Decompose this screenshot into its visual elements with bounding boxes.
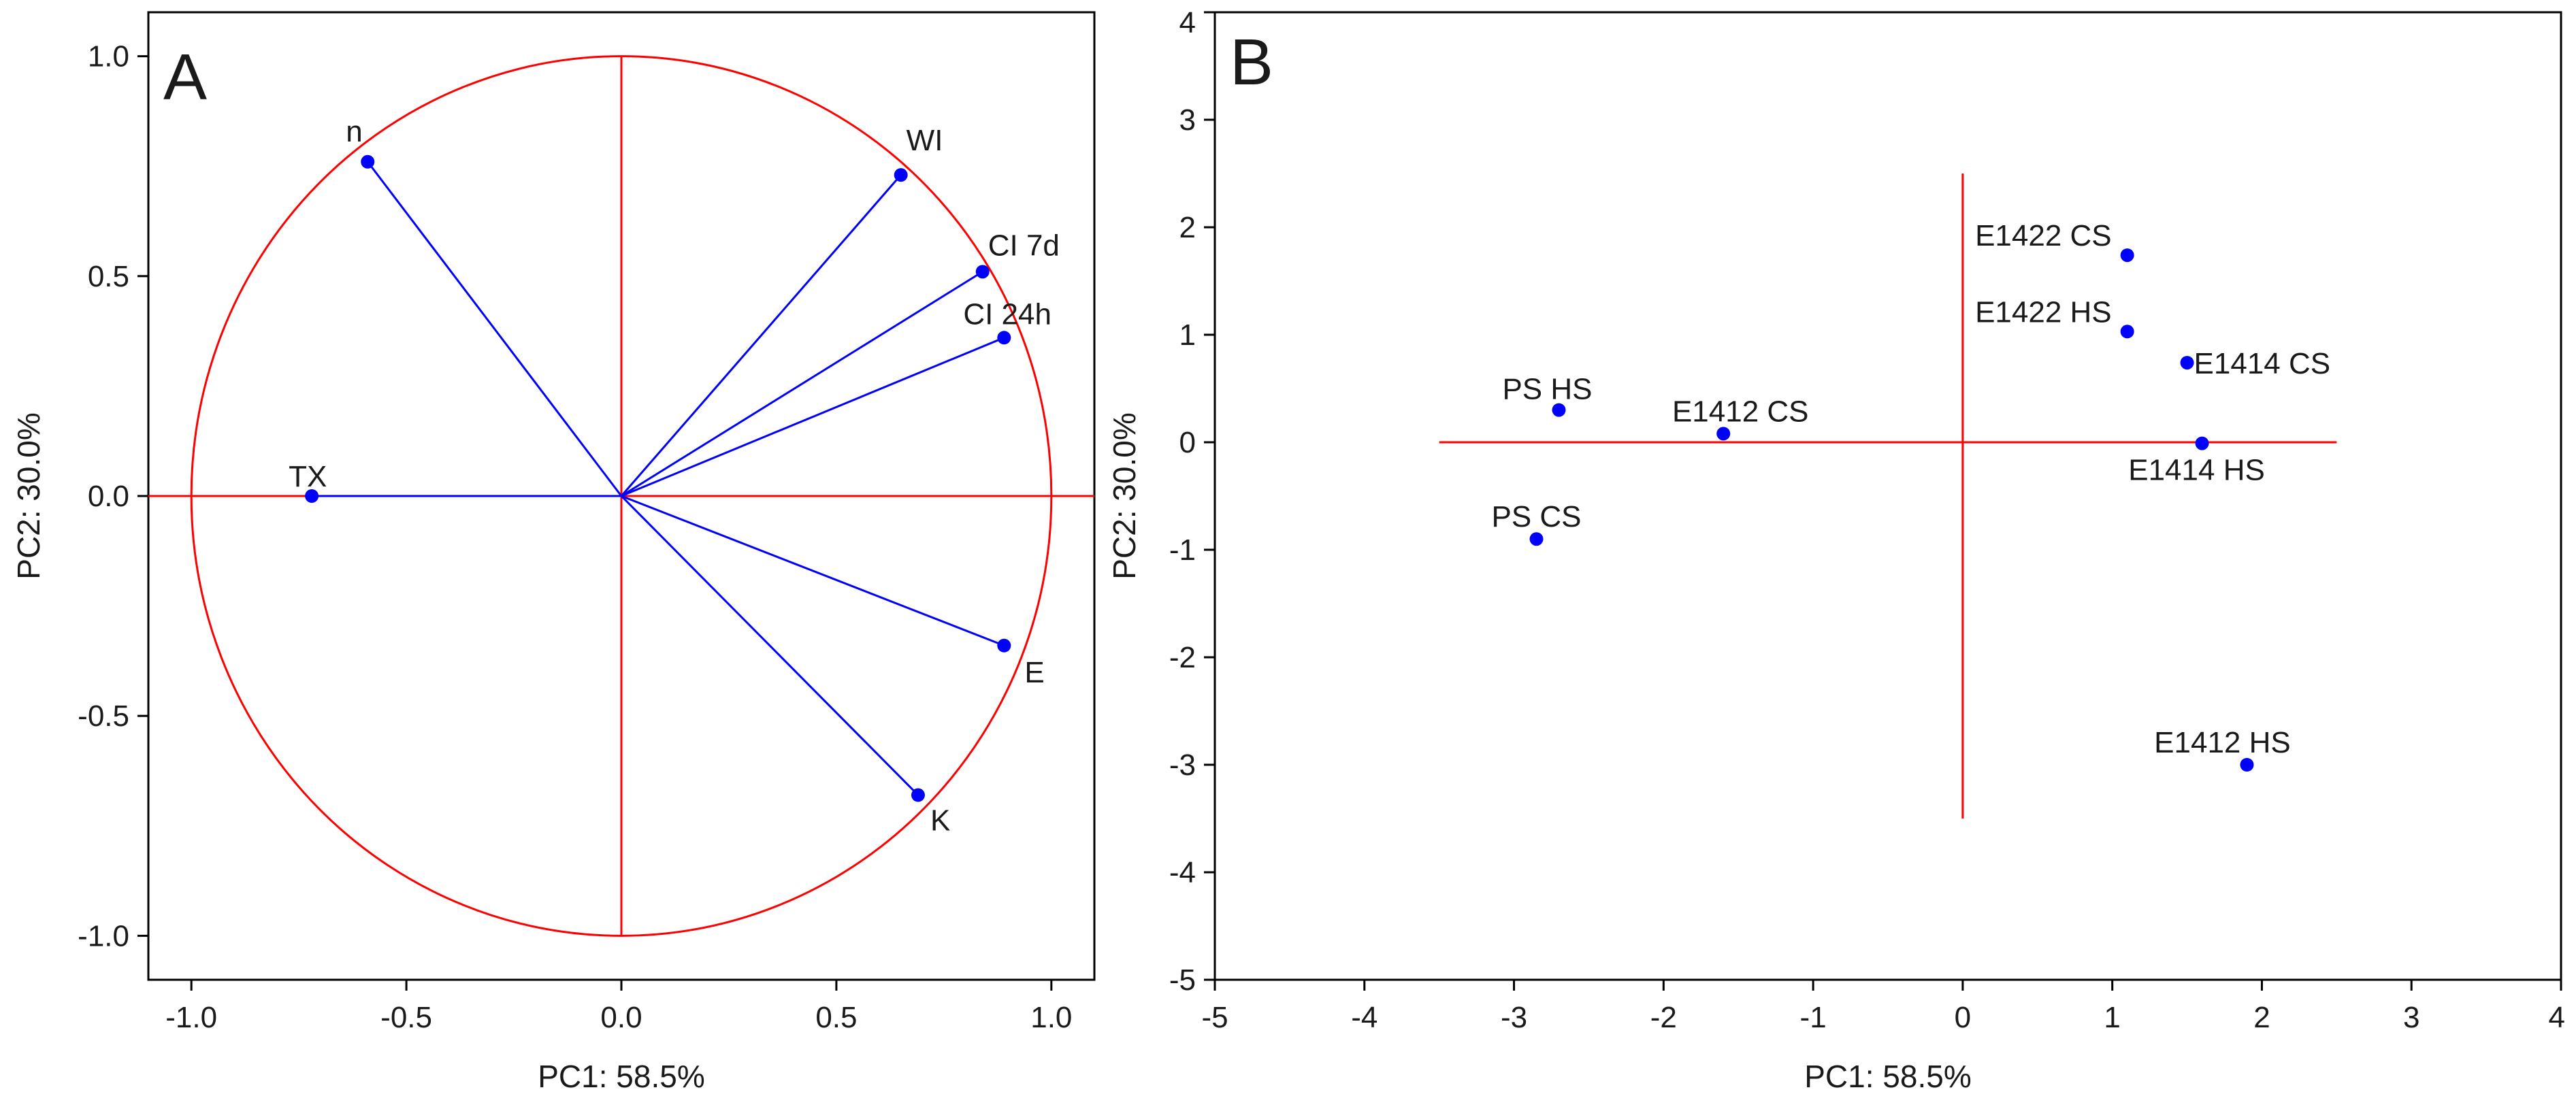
panel-a-y-tick-label: 0.5 <box>88 260 129 293</box>
panel-b-y-tick-label: 0 <box>1179 426 1196 459</box>
panel-a-vector-k <box>620 495 919 796</box>
panel-b-x-tick-label: 1 <box>2104 1001 2120 1034</box>
panel-a-vector-wi <box>620 174 902 497</box>
panel-b-y-tick-label: 4 <box>1179 6 1196 39</box>
panel-b-y-tick-label: -1 <box>1169 533 1196 567</box>
panel-b-point-label-ps-hs: PS HS <box>1502 373 1592 406</box>
panel-a-y-axis-title: PC2: 30.0% <box>11 412 46 579</box>
panel-a-x-tick-label: -0.5 <box>380 1001 432 1034</box>
panel-b-point-label-e1412-hs: E1412 HS <box>2154 726 2291 759</box>
panel-a-vector-n <box>367 161 623 497</box>
panel-b-point-label-e1422-cs: E1422 CS <box>1975 219 2112 252</box>
panel-b-x-tick-label: 3 <box>2403 1001 2419 1034</box>
panel-b-y-tick-label: 1 <box>1179 318 1196 352</box>
panel-b-point-label-e1414-hs: E1414 HS <box>2128 454 2265 487</box>
panel-b-x-tick-label: -1 <box>1800 1001 1827 1034</box>
panel-a-point-label-ci-24h: CI 24h <box>963 297 1051 331</box>
panel-b-y-tick-label: -2 <box>1169 641 1196 674</box>
panel-a-point-ci-7d <box>975 265 990 279</box>
panel-a-y-tick-label: 1.0 <box>88 40 129 73</box>
panel-a-y-tick-label: -0.5 <box>78 699 129 733</box>
panel-b-point-e1412-cs <box>1716 427 1731 441</box>
panel-b-point-label-e1422-hs: E1422 HS <box>1975 295 2112 329</box>
panel-a-point-e <box>997 638 1011 652</box>
panel-b-y-ticks: -5 -4 -3 -2 -1 0 1 2 3 4 <box>1169 6 1215 997</box>
panel-a-y-tick-label: -1.0 <box>78 919 129 953</box>
panel-b-x-tick-label: -3 <box>1501 1001 1527 1034</box>
panel-b-y-tick-label: -4 <box>1169 856 1196 889</box>
panel-b-y-tick-label: -5 <box>1169 963 1196 997</box>
panel-b-x-tick-label: 0 <box>1955 1001 1971 1034</box>
panel-a-point-wi <box>894 168 908 182</box>
panel-a-loading-plot: A -1.0 -0.5 0.0 0.5 1.0 -1.0 -0.5 0.0 0.5 1.0 PC… <box>11 11 1096 1094</box>
panel-a-plot-area: n WI CI 7d CI 24h TX E K <box>148 55 1094 937</box>
panel-b-point-ps-cs <box>1529 532 1544 546</box>
panel-b-frame <box>1213 11 2562 981</box>
panel-a-point-k <box>911 788 925 802</box>
panel-a-point-n <box>361 154 375 169</box>
panel-b-x-tick-label: -4 <box>1351 1001 1377 1034</box>
panel-a-point-label-tx: TX <box>289 460 327 493</box>
panel-b-x-tick-label: 4 <box>2549 1001 2565 1034</box>
panel-a-x-axis-title: PC1: 58.5% <box>538 1059 704 1094</box>
panel-a-point-ci-24h <box>997 331 1011 345</box>
panel-b-point-e1422-cs <box>2120 248 2134 263</box>
panel-b-point-e1414-hs <box>2195 436 2209 450</box>
panel-b-x-tick-label: 2 <box>2253 1001 2270 1034</box>
panel-a-point-label-n: n <box>346 115 362 148</box>
panel-a-letter: A <box>163 41 207 114</box>
panel-a-point-label-e: E <box>1024 656 1044 689</box>
panel-b-plot-area: E1422 CS E1422 HS E1414 CS PS HS E1412 CS E14… <box>1439 174 2337 819</box>
panel-b-x-tick-label: -2 <box>1650 1001 1677 1034</box>
panel-b-point-ps-hs <box>1552 403 1566 417</box>
panel-a-x-tick-label: 1.0 <box>1030 1001 1072 1034</box>
panel-a-point-label-wi: WI <box>907 124 943 157</box>
panel-b-x-ticks: -5 -4 -3 -2 -1 0 1 2 3 4 <box>1201 980 2565 1034</box>
panel-b-y-tick-label: 2 <box>1179 211 1196 244</box>
panel-a-x-ticks: -1.0 -0.5 0.0 0.5 1.0 <box>165 980 1072 1034</box>
panel-b-x-axis-title: PC1: 58.5% <box>1804 1059 1971 1094</box>
panel-a-x-tick-label: -1.0 <box>165 1001 217 1034</box>
panel-b-x-tick-label: -5 <box>1201 1001 1228 1034</box>
panel-a-x-tick-label: 0.0 <box>600 1001 642 1034</box>
panel-a-vector-e <box>621 495 1005 647</box>
panel-b-letter: B <box>1230 26 1273 99</box>
panel-b-point-e1422-hs <box>2120 325 2134 339</box>
panel-b-point-label-e1414-cs: E1414 CS <box>2194 347 2331 380</box>
panel-a-vector-ci-7d <box>621 271 983 497</box>
panel-a-point-label-k: K <box>930 804 950 838</box>
panel-a-y-tick-label: 0.0 <box>88 480 129 513</box>
panel-b-y-tick-label: -3 <box>1169 748 1196 782</box>
panel-b-point-label-e1412-cs: E1412 CS <box>1672 395 1809 428</box>
panel-b-y-tick-label: 3 <box>1179 103 1196 137</box>
panel-a-point-label-ci-7d: CI 7d <box>988 229 1060 262</box>
panel-b-y-axis-title: PC2: 30.0% <box>1107 412 1142 579</box>
panel-a-vector-ci-24h <box>621 336 1005 497</box>
panel-a-y-ticks: -1.0 -0.5 0.0 0.5 1.0 <box>78 40 148 953</box>
panel-b-score-plot: B -5 -4 -3 -2 -1 0 1 2 3 4 -5 -4 -3 -2 -1 0 1 2 3 4 PC1: 5… <box>1107 6 2565 1094</box>
panel-a-x-tick-label: 0.5 <box>815 1001 857 1034</box>
panel-b-point-label-ps-cs: PS CS <box>1491 500 1581 533</box>
panel-b-point-e1414-cs <box>2180 356 2194 370</box>
panel-a-point-tx <box>305 489 319 503</box>
panel-b-point-e1412-hs <box>2240 758 2254 772</box>
